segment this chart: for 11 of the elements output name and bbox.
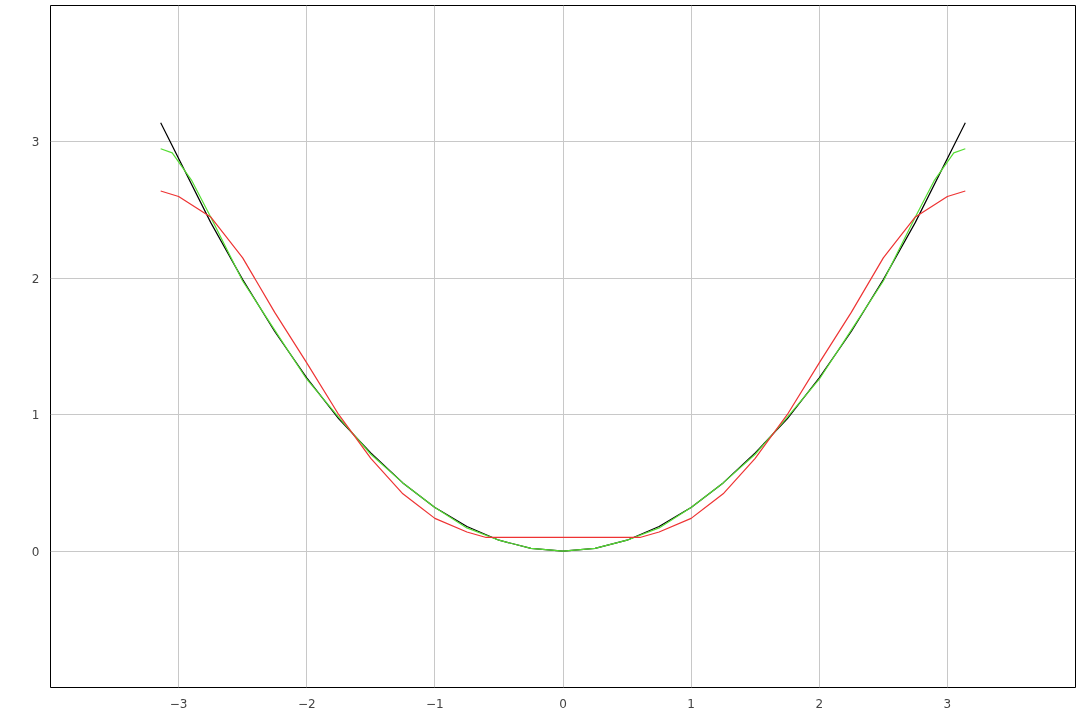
y-tick-label: 2	[31, 271, 40, 286]
x-tick-label: 0	[559, 696, 567, 711]
x-tick-label: 2	[815, 696, 824, 711]
x-tick-label: −1	[426, 696, 444, 711]
x-tick-label: −2	[297, 696, 316, 711]
x-tick-label: 1	[687, 696, 695, 711]
x-tick-label: 3	[943, 696, 952, 711]
y-tick-label: 1	[31, 408, 40, 423]
y-tick-label: 3	[31, 135, 40, 150]
y-tick-label: 0	[31, 544, 40, 559]
x-tick-label: −3	[169, 696, 188, 711]
